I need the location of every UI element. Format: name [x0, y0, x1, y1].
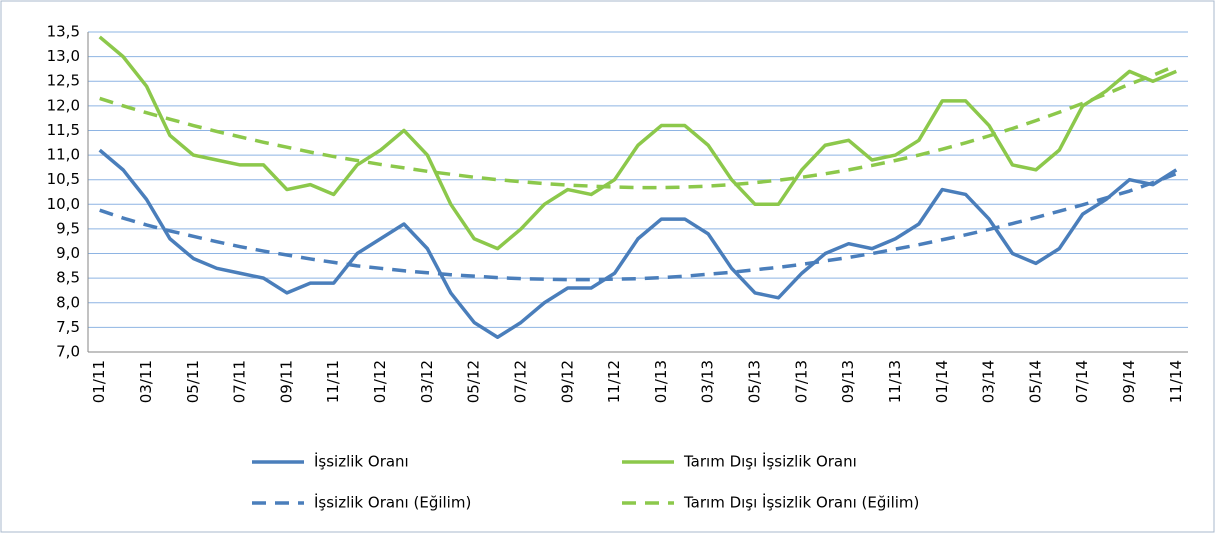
- x-tick-label: 03/11: [137, 360, 155, 403]
- x-tick-label: 09/14: [1120, 360, 1138, 403]
- series-line: [99, 63, 1177, 190]
- x-tick-label: 07/12: [511, 360, 529, 403]
- x-tick-label: 03/14: [980, 360, 998, 403]
- x-tick-label: 09/13: [839, 360, 857, 403]
- x-tick-label: 09/12: [558, 360, 576, 403]
- y-tick-label: 11,5: [47, 121, 80, 139]
- y-tick-label: 12,0: [47, 96, 80, 114]
- x-tick-label: 07/13: [792, 360, 810, 403]
- legend-label: İşsizlik Oranı: [314, 452, 409, 471]
- legend-label: Tarım Dışı İşsizlik Oranı (Eğilim): [683, 493, 919, 512]
- series-line: [99, 172, 1177, 282]
- y-tick-label: 9,5: [56, 219, 80, 237]
- y-tick-label: 7,0: [56, 343, 80, 361]
- x-tick-label: 03/13: [699, 360, 717, 403]
- x-tick-label: 05/11: [184, 360, 202, 403]
- y-tick-label: 8,5: [56, 269, 80, 287]
- y-tick-label: 13,0: [47, 47, 80, 65]
- x-tick-label: 11/12: [605, 360, 623, 403]
- x-tick-label: 05/14: [1026, 360, 1044, 403]
- x-tick-label: 07/11: [231, 360, 249, 403]
- y-tick-label: 12,5: [47, 72, 80, 90]
- x-tick-label: 11/11: [324, 360, 342, 403]
- x-tick-label: 07/14: [1073, 360, 1091, 403]
- legend-label: Tarım Dışı İşsizlik Oranı: [683, 452, 857, 471]
- x-tick-label: 05/12: [465, 360, 483, 403]
- y-tick-label: 10,0: [47, 195, 80, 213]
- series-line: [98, 148, 1178, 339]
- x-tick-label: 01/12: [371, 360, 389, 403]
- y-tick-label: 7,5: [56, 318, 80, 336]
- y-tick-label: 8,0: [56, 293, 80, 311]
- x-tick-label: 03/12: [418, 360, 436, 403]
- y-tick-label: 9,0: [56, 244, 80, 262]
- y-tick-label: 13,5: [47, 23, 80, 41]
- x-tick-label: 01/14: [933, 360, 951, 403]
- y-tick-label: 10,5: [47, 170, 80, 188]
- x-tick-label: 05/13: [746, 360, 764, 403]
- y-tick-label: 11,0: [47, 146, 80, 164]
- x-tick-label: 09/11: [277, 360, 295, 403]
- x-tick-label: 11/13: [886, 360, 904, 403]
- x-tick-label: 01/13: [652, 360, 670, 403]
- series-line: [98, 35, 1177, 251]
- x-tick-label: 01/11: [90, 360, 108, 403]
- legend-label: İşsizlik Oranı (Eğilim): [314, 493, 471, 512]
- x-tick-label: 11/14: [1167, 360, 1185, 403]
